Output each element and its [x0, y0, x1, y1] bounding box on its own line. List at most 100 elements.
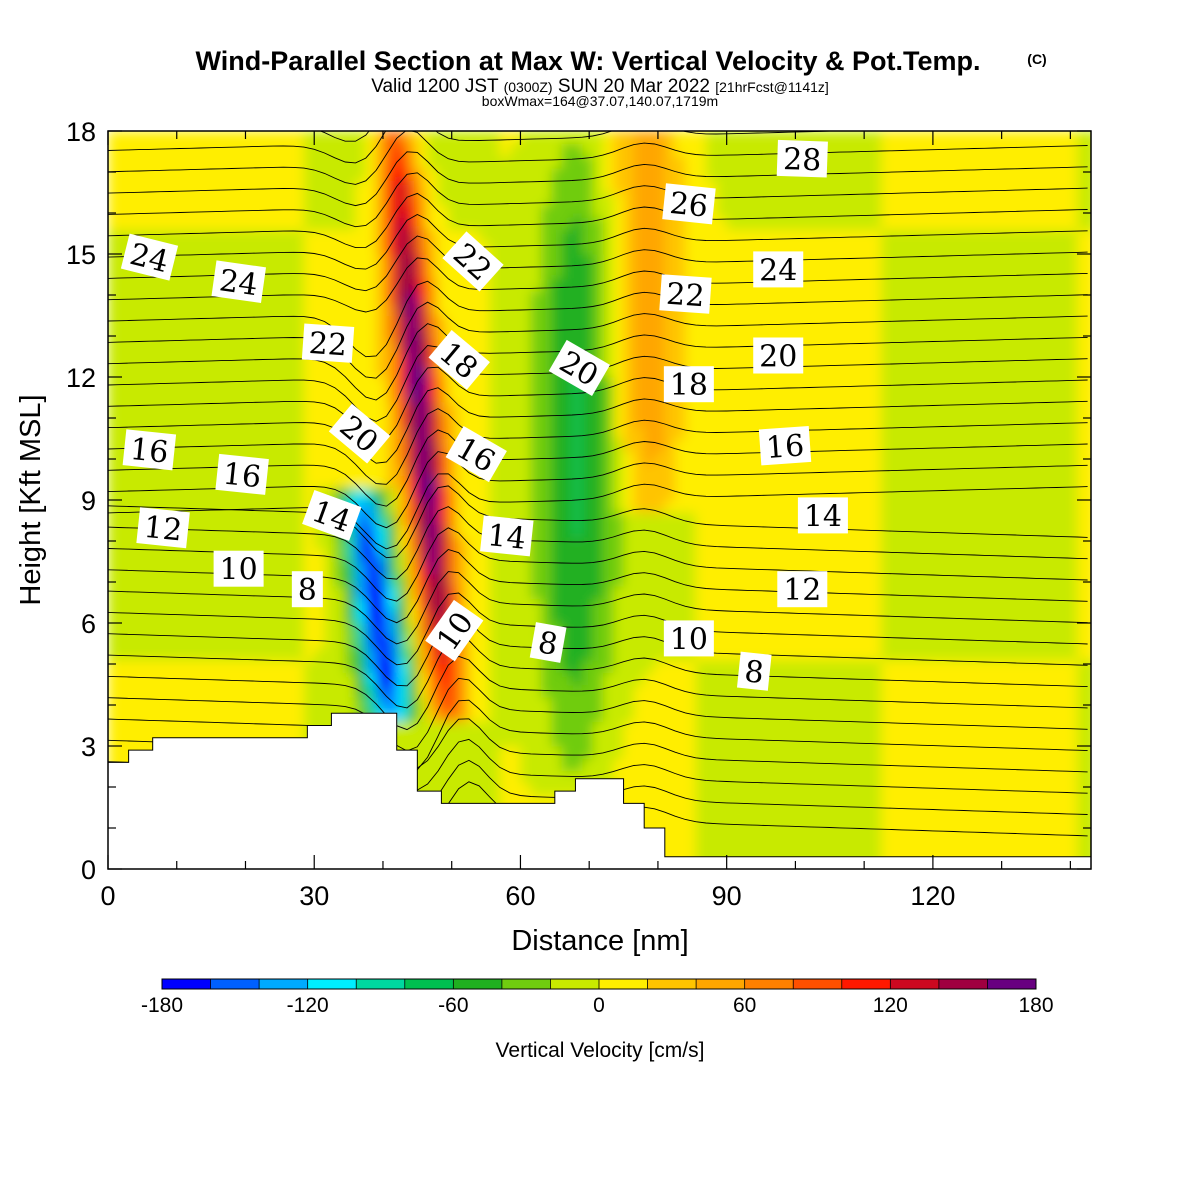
- theta-contour-line: [108, 213, 1088, 270]
- colorbar-swatch: [356, 979, 406, 989]
- theta-contour-line: [108, 548, 1088, 624]
- contour-label-text: 10: [670, 622, 708, 657]
- x-tick-label: 120: [910, 881, 955, 911]
- contour-label: 10: [213, 550, 264, 588]
- theta-contour-line: [108, 527, 1088, 602]
- y-tick-label: 6: [81, 609, 96, 639]
- contour-label-text: 22: [665, 277, 706, 315]
- colorbar-title: Vertical Velocity [cm/s]: [496, 1039, 705, 1062]
- x-tick-label: 60: [505, 881, 535, 911]
- theta-contour-line: [108, 387, 1088, 464]
- colorbar-swatch: [307, 979, 357, 989]
- colorbar-swatch: [938, 979, 988, 989]
- contour-label-text: 12: [783, 573, 821, 608]
- colorbar-swatch: [647, 979, 697, 989]
- theta-contour-line: [108, 506, 1088, 580]
- contour-label: 12: [136, 507, 190, 549]
- subtitle-utc: (0300Z): [504, 79, 553, 95]
- contour-label: 16: [758, 426, 812, 466]
- colorbar-swatch: [162, 979, 212, 989]
- contour-label: 14: [480, 515, 534, 557]
- subtitle-date: SUN 20 Mar 2022: [558, 76, 710, 97]
- contour-label-text: 18: [670, 368, 708, 403]
- colorbar-swatch: [550, 979, 600, 989]
- contour-label: 16: [215, 453, 269, 495]
- x-tick-label: 30: [299, 881, 329, 911]
- contour-label-text: 22: [308, 326, 349, 364]
- colorbar-swatch: [841, 979, 891, 989]
- subtitle-valid: Valid 1200 JST: [371, 76, 499, 97]
- colorbar-swatch: [259, 979, 309, 989]
- colorbar-tick-label: -180: [141, 994, 183, 1017]
- colorbar-swatch: [453, 979, 503, 989]
- contour-label: 14: [797, 497, 848, 534]
- theta-contour-line: [108, 655, 1088, 731]
- theta-contour-line: [108, 131, 849, 164]
- colorbar-tick-label: 60: [733, 994, 756, 1017]
- theta-contour-line: [108, 451, 1088, 529]
- theta-contour-line: [108, 485, 1088, 559]
- theta-contour-line: [108, 408, 1088, 485]
- theta-contour-line: [108, 172, 1088, 228]
- theta-contour-line: [108, 131, 1088, 185]
- colorbar-tick-label: 120: [873, 994, 908, 1017]
- colorbar-swatch: [210, 979, 260, 989]
- y-tick-label: 18: [66, 117, 96, 147]
- colorbar-tick-label: -60: [438, 994, 468, 1017]
- box-info: boxWmax=164@37.07,140.07,1719m: [482, 93, 718, 109]
- y-tick-label: 3: [81, 732, 96, 762]
- theta-contour-line: [108, 592, 1088, 666]
- contour-label: 28: [776, 139, 828, 178]
- theta-contour-line: [108, 257, 1088, 313]
- colorbar-swatch: [744, 979, 794, 989]
- y-tick-label: 12: [66, 363, 96, 393]
- contour-label: 22: [301, 323, 355, 364]
- y-axis-label: Height [Kft MSL]: [15, 394, 47, 605]
- theta-contour-line: [108, 151, 1088, 207]
- theta-contour-line: [108, 301, 1088, 379]
- theta-contour-line: [108, 571, 1088, 645]
- colorbar-swatch: [890, 979, 940, 989]
- contour-label-text: 28: [783, 142, 822, 178]
- theta-contour-line: [108, 366, 1088, 443]
- contour-label: 24: [753, 251, 804, 288]
- contour-label-text: 26: [668, 186, 710, 225]
- colorbar-tick-label: 180: [1018, 994, 1053, 1017]
- theta-contour-line: [108, 280, 1088, 358]
- contour-label: 10: [663, 620, 714, 657]
- contour-label-text: 12: [142, 510, 184, 549]
- contour-label: 12: [777, 571, 828, 608]
- y-tick-label: 9: [81, 486, 96, 516]
- contour-label-text: 16: [128, 432, 170, 471]
- contour-label: 8: [291, 571, 323, 608]
- x-axis: 0 30 60 90 120: [100, 131, 1071, 911]
- terrain-mask: [108, 712, 1091, 869]
- colorbar-swatch: [793, 979, 843, 989]
- contour-label: 26: [662, 183, 716, 225]
- colorbar-tick-label: 0: [593, 994, 605, 1017]
- contour-label: 14: [302, 489, 362, 541]
- contour-label-text: 14: [804, 499, 842, 534]
- x-axis-label: Distance [nm]: [511, 925, 688, 957]
- contour-label-text: 20: [759, 340, 797, 375]
- theta-contour-line: [108, 235, 1088, 292]
- colorbar-tick-label: -120: [287, 994, 329, 1017]
- colorbar-swatch: [404, 979, 454, 989]
- contour-label: 16: [122, 429, 177, 471]
- colorbar: -180 -120 -60 0 60 120 180: [141, 978, 1054, 1017]
- contour-label: 8: [736, 651, 772, 691]
- theta-contour-line: [108, 192, 1088, 249]
- theta-contour-line: [108, 634, 1088, 709]
- theta-contour-line: [108, 429, 1088, 507]
- contour-label-text: 8: [298, 573, 317, 608]
- contour-label: 22: [659, 274, 712, 315]
- colorbar-swatch: [696, 979, 746, 989]
- contour-label-text: 14: [486, 518, 528, 557]
- colorbar-swatch: [599, 979, 649, 989]
- contour-label: 18: [663, 366, 714, 403]
- y-tick-label: 0: [81, 855, 96, 885]
- contour-label: 20: [753, 337, 804, 375]
